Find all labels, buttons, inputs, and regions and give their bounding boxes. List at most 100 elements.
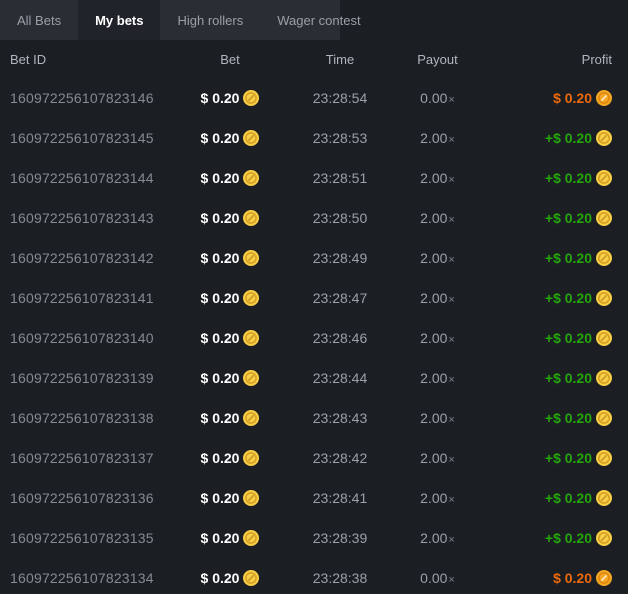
coin-icon [243, 370, 260, 386]
table-row: 160972256107823140 $ 0.20 23:28:46 2.00×… [0, 318, 628, 358]
profit-value: +$ 0.20 [544, 490, 592, 506]
bet-amount-value: $ 0.20 [200, 570, 240, 586]
coin-icon [596, 90, 612, 106]
profit-cell: +$ 0.20 [485, 130, 612, 146]
bet-amount-cell: $ 0.20 [170, 90, 290, 106]
bet-id-value: 160972256107823134 [10, 570, 154, 586]
profit-cell: +$ 0.20 [485, 330, 612, 346]
payout-value: 2.00 [420, 170, 448, 186]
payout-value: 2.00 [420, 250, 448, 266]
coin-icon [596, 530, 612, 546]
payout-value: 2.00 [420, 490, 448, 506]
bet-id-value: 160972256107823146 [10, 90, 154, 106]
profit-cell: +$ 0.20 [485, 170, 612, 186]
coin-icon [596, 490, 612, 506]
payout-value: 0.00 [420, 90, 448, 106]
bet-amount-value: $ 0.20 [200, 530, 240, 546]
bet-id-value: 160972256107823145 [10, 130, 154, 146]
bet-amount-value: $ 0.20 [200, 170, 240, 186]
coin-icon [596, 210, 612, 226]
payout-cell: 2.00× [390, 170, 485, 186]
bet-amount-value: $ 0.20 [200, 330, 240, 346]
bet-amount-cell: $ 0.20 [170, 410, 290, 426]
profit-cell: +$ 0.20 [485, 530, 612, 546]
bet-id-value: 160972256107823136 [10, 490, 154, 506]
bet-id-value: 160972256107823139 [10, 370, 154, 386]
multiplier-symbol: × [448, 374, 455, 386]
bet-amount-value: $ 0.20 [200, 450, 240, 466]
profit-value: $ 0.20 [553, 570, 592, 586]
multiplier-symbol: × [448, 454, 455, 466]
bet-amount-cell: $ 0.20 [170, 370, 290, 386]
payout-value: 2.00 [420, 290, 448, 306]
payout-cell: 2.00× [390, 290, 485, 306]
profit-cell: $ 0.20 [485, 90, 612, 106]
coin-icon [243, 90, 260, 106]
bet-amount-cell: $ 0.20 [170, 450, 290, 466]
bet-id-value: 160972256107823142 [10, 250, 154, 266]
coin-icon [596, 370, 612, 386]
multiplier-symbol: × [448, 94, 455, 106]
coin-icon [243, 170, 260, 186]
profit-cell: +$ 0.20 [485, 410, 612, 426]
tab-all-bets[interactable]: All Bets [17, 12, 62, 28]
multiplier-symbol: × [448, 134, 455, 146]
bet-amount-value: $ 0.20 [200, 90, 240, 106]
header-bet-id: Bet ID [10, 51, 47, 67]
bet-time-value: 23:28:43 [312, 410, 368, 426]
table-row: 160972256107823145 $ 0.20 23:28:53 2.00×… [0, 118, 628, 158]
tab-high-rollers[interactable]: High rollers [177, 12, 244, 28]
bet-time-value: 23:28:50 [312, 210, 368, 226]
profit-value: +$ 0.20 [544, 290, 592, 306]
profit-value: +$ 0.20 [544, 250, 592, 266]
tab-wager-contest[interactable]: Wager contest [277, 12, 361, 28]
profit-value: +$ 0.20 [544, 370, 592, 386]
bet-id-value: 160972256107823138 [10, 410, 154, 426]
tab-my-bets[interactable]: My bets [78, 0, 161, 40]
coin-icon [596, 410, 612, 426]
bet-amount-cell: $ 0.20 [170, 210, 290, 226]
bet-amount-cell: $ 0.20 [170, 530, 290, 546]
profit-value: +$ 0.20 [544, 130, 592, 146]
profit-value: +$ 0.20 [544, 410, 592, 426]
bet-amount-value: $ 0.20 [200, 250, 240, 266]
bet-amount-cell: $ 0.20 [170, 130, 290, 146]
coin-icon [596, 450, 612, 466]
payout-cell: 2.00× [390, 130, 485, 146]
payout-cell: 2.00× [390, 330, 485, 346]
bet-time-value: 23:28:53 [312, 130, 368, 146]
multiplier-symbol: × [448, 534, 455, 546]
coin-icon [596, 170, 612, 186]
payout-value: 2.00 [420, 450, 448, 466]
coin-icon [243, 250, 260, 266]
multiplier-symbol: × [448, 414, 455, 426]
coin-icon [243, 530, 260, 546]
header-payout: Payout [417, 51, 458, 67]
payout-cell: 2.00× [390, 450, 485, 466]
bet-amount-value: $ 0.20 [200, 210, 240, 226]
table-row: 160972256107823138 $ 0.20 23:28:43 2.00×… [0, 398, 628, 438]
multiplier-symbol: × [448, 294, 455, 306]
bet-time-value: 23:28:38 [312, 570, 368, 586]
bet-time-value: 23:28:49 [312, 250, 368, 266]
table-row: 160972256107823144 $ 0.20 23:28:51 2.00×… [0, 158, 628, 198]
multiplier-symbol: × [448, 214, 455, 226]
bet-table: Bet ID Bet Time Payout Profit 1609722561… [0, 40, 628, 594]
header-time: Time [325, 51, 355, 67]
bet-amount-value: $ 0.20 [200, 410, 240, 426]
multiplier-symbol: × [448, 254, 455, 266]
payout-value: 2.00 [420, 410, 448, 426]
bet-amount-cell: $ 0.20 [170, 170, 290, 186]
profit-cell: +$ 0.20 [485, 290, 612, 306]
bet-amount-cell: $ 0.20 [170, 490, 290, 506]
bet-time-value: 23:28:54 [312, 90, 368, 106]
coin-icon [596, 330, 612, 346]
payout-cell: 0.00× [390, 570, 485, 586]
bet-time-value: 23:28:51 [312, 170, 368, 186]
profit-value: +$ 0.20 [544, 330, 592, 346]
bet-time-value: 23:28:44 [312, 370, 368, 386]
multiplier-symbol: × [448, 174, 455, 186]
table-row: 160972256107823142 $ 0.20 23:28:49 2.00×… [0, 238, 628, 278]
payout-cell: 2.00× [390, 370, 485, 386]
payout-value: 0.00 [420, 570, 448, 586]
